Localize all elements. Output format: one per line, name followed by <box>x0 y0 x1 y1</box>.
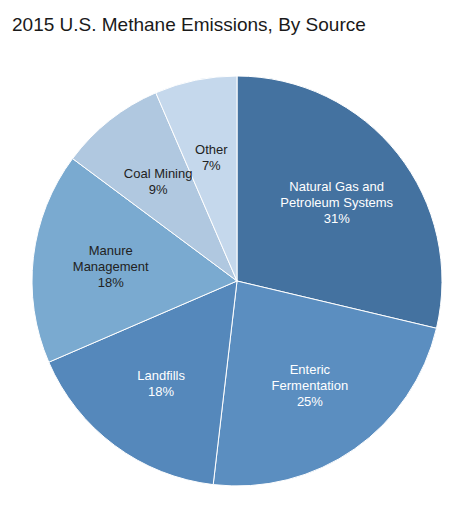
svg-text:ManureManagement18%: ManureManagement18% <box>73 243 149 290</box>
html-text:2015 U.S. Methane Emissions, B: 2015 U.S. Methane Emissions, By Source <box>12 14 366 35</box>
svg-text:Landfills18%: Landfills18% <box>137 367 185 398</box>
svg-text:Coal Mining9%: Coal Mining9% <box>124 166 193 197</box>
svg-text:Natural Gas andPetroleum Syste: Natural Gas andPetroleum Systems31% <box>280 179 393 226</box>
svg-text:Other7%: Other7% <box>195 141 228 172</box>
svg-text:EntericFermentation25%: EntericFermentation25% <box>272 362 349 409</box>
